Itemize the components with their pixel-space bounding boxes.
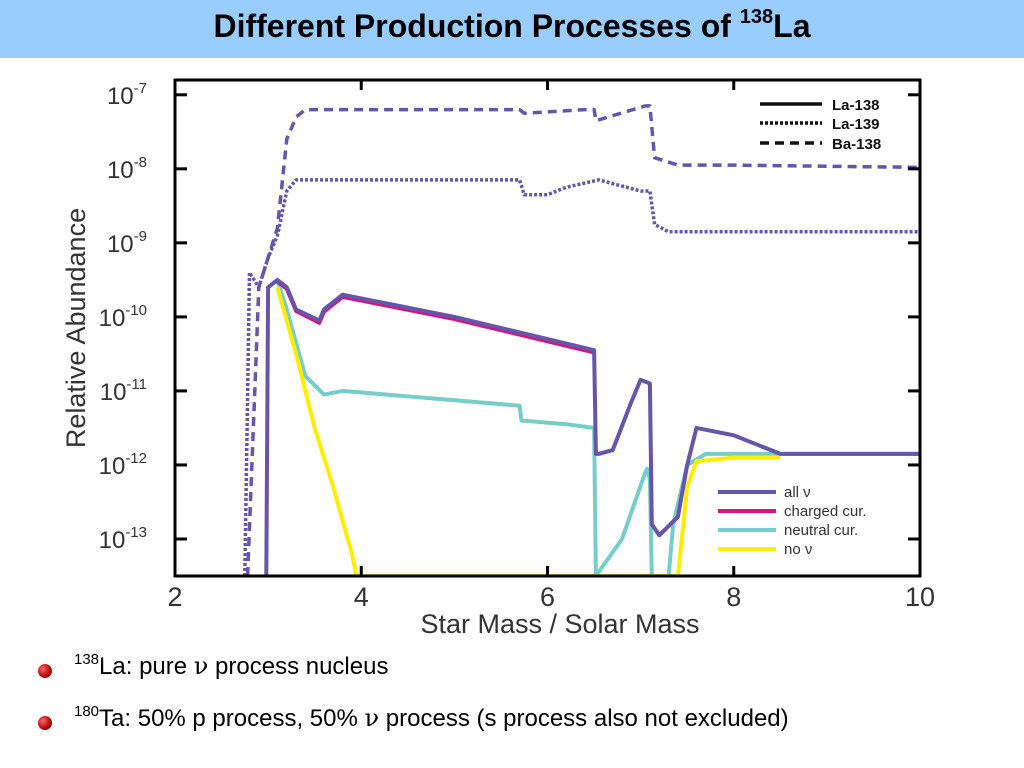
legend-label-ba-138: Ba-138 [832,136,881,153]
y-tick-label: 10-13 [99,524,147,554]
y-axis-label: Relative Abundance [61,208,91,448]
legend-label-la-138: La-138 [832,97,880,114]
series-line-la-138 [264,277,920,576]
bullet-item-la138: 138La: pure ν process nucleus [38,650,1018,702]
y-tick-label: 10-10 [99,302,147,332]
x-tick-label: 4 [354,582,369,612]
title-superscript: 138 [739,6,774,28]
y-tick-label: 10-7 [107,80,147,110]
nu-symbol: ν [193,652,209,680]
slide-title: Different Production Processes of 138La [0,6,1024,45]
y-tick-label: 10-11 [100,376,147,406]
title-text: Different Production Processes of [213,8,740,44]
legend-label-la-139: La-139 [832,116,880,133]
x-axis-label: Star Mass / Solar Mass [420,609,699,639]
bullet-pre: La: pure [99,653,194,680]
bullet-post: process (s process also not excluded) [379,705,789,732]
legend-label-process: neutral cur. [784,522,858,539]
x-tick-label: 6 [540,582,555,612]
series-line-no- [275,286,781,576]
series-line-ba-138 [245,104,920,576]
legend-label-process: charged cur. [784,503,867,520]
series-line-charged-cur- [276,279,595,355]
bullet-pre: Ta: 50% p process, 50% [99,705,365,732]
x-tick-label: 10 [905,582,935,612]
series-line-la-139 [243,178,920,576]
y-tick-label: 10-9 [107,228,147,258]
y-tick-label: 10-12 [99,450,147,480]
bullet-text: 180Ta: 50% p process, 50% ν process (s p… [74,703,789,733]
bullet-dot-icon [38,716,52,730]
legend-label-process: all ν [784,484,811,501]
nu-symbol: ν [364,704,380,732]
bullet-dot-icon [38,664,52,678]
title-bar [0,0,1024,58]
bullet-text: 138La: pure ν process nucleus [74,651,389,681]
bullet-superscript: 180 [74,703,100,720]
abundance-chart: 2 4 6 8 10 10-7 10-8 10-9 10-10 10-11 10-12 10-13 L… [61,78,935,639]
title-tail: La [773,8,811,44]
bullet-list: 138La: pure ν process nucleus 180Ta: 50%… [38,650,1018,754]
bullet-post: process nucleus [208,653,389,680]
bullet-superscript: 138 [74,651,100,668]
x-tick-label: 2 [167,582,182,612]
bullet-item-ta180: 180Ta: 50% p process, 50% ν process (s p… [38,702,1018,754]
legend-label-process: no ν [784,541,812,558]
y-tick-label: 10-8 [107,154,147,184]
x-tick-label: 8 [726,582,741,612]
